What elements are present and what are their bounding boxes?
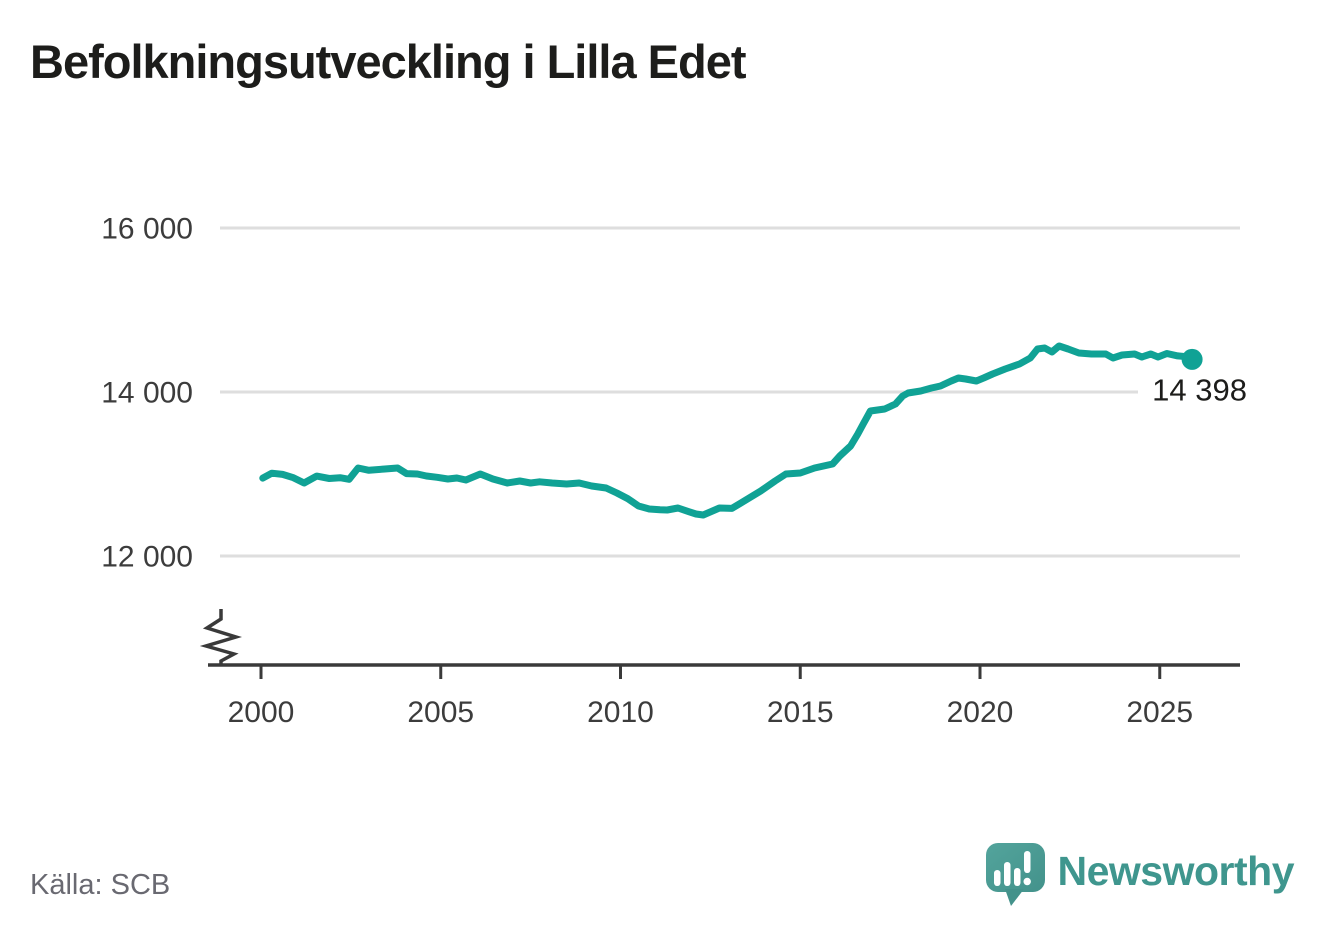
- source-note: Källa: SCB: [30, 869, 171, 901]
- y-tick-label-12000: 12 000: [101, 541, 193, 574]
- y-tick-label-14000: 14 000: [101, 377, 193, 410]
- newsworthy-speech-bubble-chart-icon: [985, 843, 1045, 906]
- x-tick-label-2010: 2010: [587, 696, 654, 729]
- bar-3: [1013, 868, 1020, 886]
- x-tick-label-2015: 2015: [767, 696, 834, 729]
- x-tick-label-2005: 2005: [407, 696, 474, 729]
- y-tick-label-16000: 16 000: [101, 213, 193, 246]
- bar-2: [1003, 862, 1010, 886]
- x-tick-label-2000: 2000: [228, 696, 295, 729]
- exclamation-bar: [1023, 851, 1030, 873]
- x-tick-label-2025: 2025: [1126, 696, 1193, 729]
- exclamation-dot: [1023, 877, 1031, 886]
- newsworthy-logo: Newsworthy: [985, 843, 1295, 907]
- population-line: [259, 342, 1196, 519]
- x-tick-label-2020: 2020: [947, 696, 1014, 729]
- population-line-chart: 12 000 14 000 16 000 2000 2005 2010 2015 2020 20…: [101, 213, 1247, 730]
- latest-point-marker: [1181, 348, 1203, 370]
- chart-title: Befolkningsutveckling i Lilla Edet: [30, 35, 747, 88]
- latest-value-label: 14 398: [1152, 372, 1247, 407]
- newsworthy-wordmark: Newsworthy: [1057, 847, 1295, 894]
- bar-1: [993, 870, 1000, 886]
- bubble-tail: [1004, 889, 1024, 906]
- axis-break-icon: [199, 609, 242, 665]
